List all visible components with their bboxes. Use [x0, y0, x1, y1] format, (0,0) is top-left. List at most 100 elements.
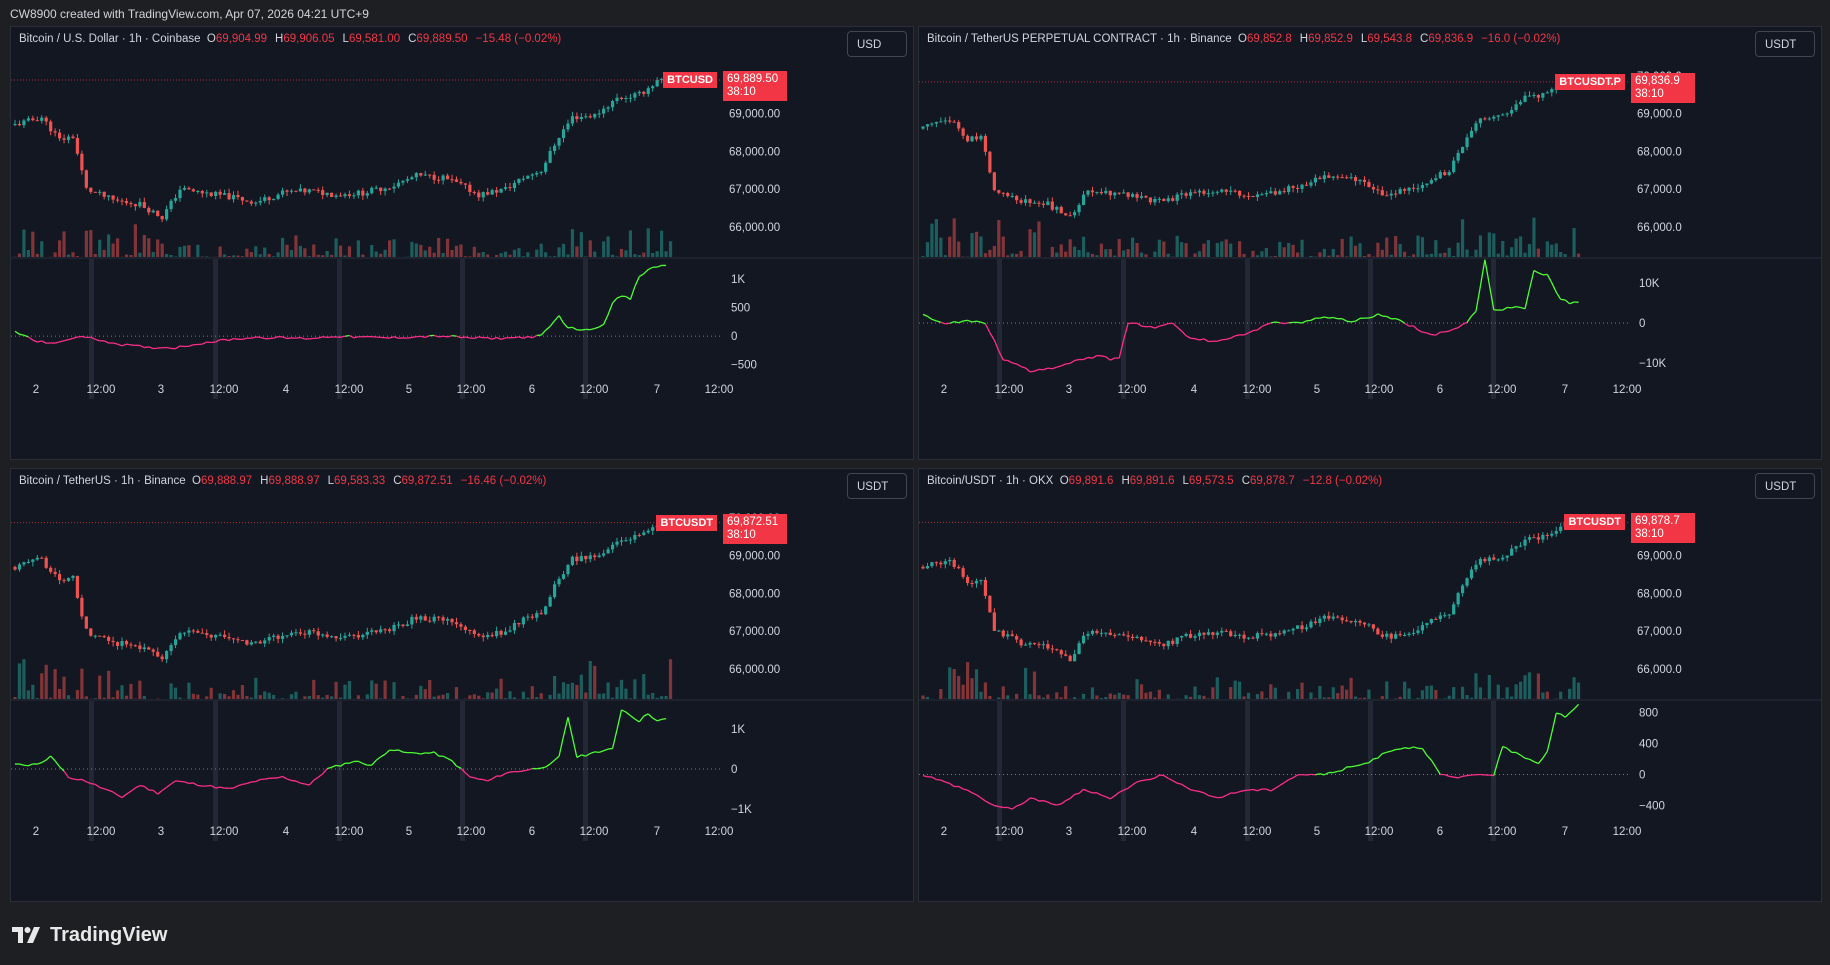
oscillator-segment: [1466, 774, 1472, 777]
oscillator-segment: [411, 335, 417, 339]
volume-bar: [249, 252, 253, 257]
volume-bar: [1514, 684, 1518, 699]
volume-bar: [925, 242, 930, 257]
candle-body: [1238, 634, 1242, 636]
candle-body: [53, 571, 57, 575]
oscillator-segment: [647, 713, 654, 719]
oscillator-segment: [1355, 764, 1361, 767]
candle-body: [1166, 198, 1170, 202]
chart-panel[interactable]: Bitcoin / U.S. Dollar · 1h · Coinbase O6…: [10, 26, 914, 460]
oscillator-segment: [1101, 794, 1107, 798]
oscillator-segment: [1444, 774, 1450, 777]
oscillator-segment: [1020, 801, 1026, 805]
candle-body: [646, 88, 650, 94]
candle-body: [325, 192, 329, 196]
volume-bar: [619, 679, 624, 699]
chart-panel[interactable]: Bitcoin / TetherUS · 1h · Binance O69,88…: [10, 468, 914, 902]
candle-body: [548, 150, 552, 163]
candle-body: [387, 629, 392, 632]
oscillator-segment: [1056, 365, 1062, 368]
volume-bar: [1345, 256, 1349, 257]
volume-bar: [490, 692, 494, 699]
volume-bar: [151, 251, 155, 257]
candle-body: [1086, 190, 1090, 195]
candle-body: [258, 641, 262, 644]
volume-bar: [93, 698, 97, 699]
volume-bar: [539, 693, 543, 699]
candle-body: [26, 118, 30, 121]
oscillator-segment: [940, 321, 946, 325]
volume-bar: [84, 230, 88, 257]
oscillator-segment: [1105, 796, 1111, 800]
oscillator-segment: [402, 751, 408, 754]
oscillator-segment: [219, 786, 225, 789]
chart-canvas[interactable]: 70,000.069,000.068,000.067,000.066,000.0…: [919, 27, 1822, 460]
oscillator-segment: [643, 713, 649, 717]
volume-bar: [129, 683, 133, 699]
candle-body: [1135, 636, 1139, 638]
oscillator-segment: [246, 781, 252, 785]
volume-bar: [1300, 682, 1304, 699]
oscillator-segment: [634, 718, 640, 723]
volume-bar: [1264, 248, 1268, 257]
volume-bar: [267, 692, 271, 699]
volume-bar: [285, 244, 289, 257]
volume-bar: [133, 224, 138, 257]
oscillator-segment: [166, 783, 172, 788]
tradingview-logo[interactable]: TradingView: [12, 922, 167, 948]
candle-body: [1246, 637, 1251, 639]
candle-body: [396, 182, 401, 187]
chart-panel[interactable]: Bitcoin/USDT · 1h · OKX O69,891.6 H69,891…: [918, 468, 1822, 902]
candle-body: [1130, 636, 1135, 638]
candle-body: [1162, 198, 1166, 202]
chart-canvas[interactable]: 70,000.069,000.068,000.067,000.066,000.0…: [919, 469, 1822, 902]
volume-bar: [1385, 681, 1389, 699]
candle-body: [988, 595, 992, 613]
candle-body: [1242, 634, 1246, 639]
volume-bar: [557, 693, 561, 699]
oscillator-segment: [567, 717, 574, 738]
oscillator-segment: [108, 789, 114, 793]
candle-body: [1318, 618, 1322, 624]
candle-body: [1028, 199, 1032, 204]
currency-button[interactable]: USD: [847, 31, 907, 57]
volume-bar: [1255, 693, 1260, 699]
chart-canvas[interactable]: 70,000.0069,000.0068,000.0067,000.0066,0…: [11, 469, 914, 902]
time-tick-label: 12:00: [1243, 826, 1272, 838]
volume-bar: [303, 248, 307, 257]
volume-bar: [1345, 689, 1349, 699]
time-tick-label: 7: [654, 826, 660, 838]
candle-body: [169, 200, 173, 210]
oscillator-segment: [1502, 745, 1508, 749]
currency-button[interactable]: USDT: [1755, 31, 1815, 57]
oscillator-segment: [148, 346, 154, 350]
candle-body: [1434, 178, 1438, 181]
candle-body: [1496, 559, 1500, 561]
candle-body: [338, 195, 343, 197]
candle-body: [988, 151, 992, 173]
candle-body: [660, 78, 664, 80]
volume-bar: [321, 697, 325, 699]
volume-bar: [1398, 243, 1402, 257]
volume-bar: [1353, 245, 1358, 257]
currency-button[interactable]: USDT: [1755, 473, 1815, 499]
currency-button[interactable]: USDT: [847, 473, 907, 499]
volume-bar: [111, 243, 115, 257]
candle-body: [1278, 633, 1282, 635]
oscillator-segment: [59, 340, 65, 343]
candle-body: [49, 121, 53, 132]
volume-bar: [71, 252, 75, 257]
volume-bar: [1523, 252, 1527, 257]
candle-body: [992, 172, 996, 191]
oscillator-segment: [1181, 783, 1187, 788]
candle-body: [245, 640, 249, 645]
candle-body: [129, 203, 133, 205]
oscillator-segment: [1176, 326, 1183, 332]
candle-body: [535, 613, 539, 618]
volume-bar: [1015, 693, 1019, 699]
chart-panel[interactable]: Bitcoin / TetherUS PERPETUAL CONTRACT · …: [918, 26, 1822, 460]
oscillator-segment: [1444, 330, 1450, 333]
oscillator-segment: [322, 768, 328, 775]
volume-bar: [1166, 253, 1170, 257]
high-value: 69,891.6: [1129, 475, 1175, 487]
